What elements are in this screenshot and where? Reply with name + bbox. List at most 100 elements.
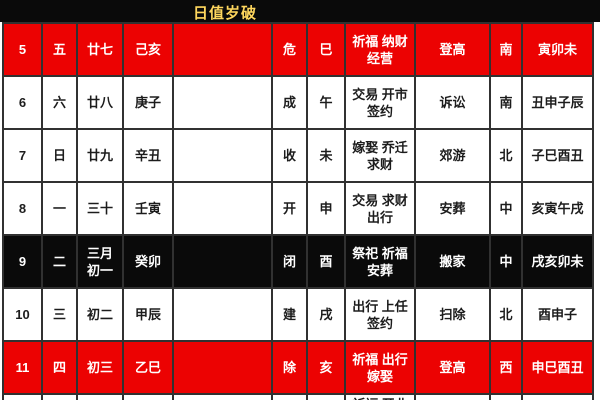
cell-lunar-date: 廿八	[76, 75, 124, 130]
cell-clash-branch: 未	[306, 128, 346, 183]
cell-blank	[172, 234, 273, 289]
cell-jianchu-star: 成	[271, 75, 308, 130]
cell-lucky-hours	[521, 393, 594, 400]
cell-jianchu-star: 建	[271, 287, 308, 342]
cell-day-number: 8	[2, 181, 43, 236]
cell-clash-branch: 申	[306, 181, 346, 236]
cell-activities: 交易 开市 签约	[344, 75, 416, 130]
cell-clash-branch: 酉	[306, 234, 346, 289]
cell-ganzhi: 壬寅	[122, 181, 174, 236]
cell-event: 诉讼	[414, 75, 491, 130]
cell-lunar-date: 初三	[76, 340, 124, 395]
cell-blank	[172, 75, 273, 130]
cell-activities: 出行 上任 签约	[344, 287, 416, 342]
cell-event: 扫除	[414, 287, 491, 342]
cell-lucky-hours: 戌亥卯未	[521, 234, 594, 289]
cell-lunar-date: 三十	[76, 181, 124, 236]
table-row: 10 三初二 甲辰 建戌出行 上任 签约 扫除北酉申子	[2, 287, 594, 342]
cell-activities: 祈福 开业	[344, 393, 416, 400]
cell-event: 郊游	[414, 128, 491, 183]
cell-lucky-hours: 酉申子	[521, 287, 594, 342]
cell-ganzhi: 癸卯	[122, 234, 174, 289]
cell-day-number: 10	[2, 287, 43, 342]
cell-blank	[172, 340, 273, 395]
cell-ganzhi: 庚子	[122, 75, 174, 130]
table-row: 5 五廿七 己亥 危巳祈福 纳财 经营 登高南寅卯未	[2, 22, 594, 77]
cell-weekday: 二	[41, 234, 78, 289]
cell-direction: 西	[489, 340, 523, 395]
cell-jianchu-star: 除	[271, 340, 308, 395]
cell-event: 登高	[414, 22, 491, 77]
cell-jianchu-star: 收	[271, 128, 308, 183]
almanac-table: 5 五廿七 己亥危巳祈福 纳财 经营 登高南寅卯未 6 六廿八 庚子成午交易 开市 签约 诉讼…	[2, 22, 594, 400]
cell-direction: 北	[489, 287, 523, 342]
table-row: 9 二三月 初一 癸卯 闭酉祭祀 祈福 安葬 搬家中戌亥卯未	[2, 234, 594, 289]
cell-lunar-date	[76, 393, 124, 400]
cell-jianchu-star: 开	[271, 181, 308, 236]
page-title: 日值岁破	[192, 5, 257, 22]
cell-activities: 祭祀 祈福 安葬	[344, 234, 416, 289]
cell-weekday: 五	[41, 22, 78, 77]
cell-day-number: 7	[2, 128, 43, 183]
table-row: 8 一三十 壬寅 开申交易 求财 出行 安葬中亥寅午戌	[2, 181, 594, 236]
cell-weekday: 日	[41, 128, 78, 183]
cell-clash-branch	[306, 393, 346, 400]
cell-lunar-date: 廿七	[76, 22, 124, 77]
cell-blank	[172, 22, 273, 77]
cell-event: 安葬	[414, 181, 491, 236]
cell-ganzhi	[122, 393, 174, 400]
cell-day-number: 6	[2, 75, 43, 130]
cell-lucky-hours: 亥寅午戌	[521, 181, 594, 236]
cell-ganzhi: 辛丑	[122, 128, 174, 183]
cell-lunar-date: 三月 初一	[76, 234, 124, 289]
cell-day-number: 11	[2, 340, 43, 395]
cell-lunar-date: 廿九	[76, 128, 124, 183]
table-row: 祈福 开业	[2, 393, 594, 400]
cell-day-number: 5	[2, 22, 43, 77]
cell-weekday: 四	[41, 340, 78, 395]
cell-activities: 祈福 纳财 经营	[344, 22, 416, 77]
cell-event	[414, 393, 491, 400]
cell-clash-branch: 戌	[306, 287, 346, 342]
cell-jianchu-star	[271, 393, 308, 400]
cell-weekday: 三	[41, 287, 78, 342]
cell-blank	[172, 128, 273, 183]
cell-lucky-hours: 丑申子辰	[521, 75, 594, 130]
table-row: 7 日廿九 辛丑 收未嫁娶 乔迁 求财 郊游北子巳酉丑	[2, 128, 594, 183]
cell-direction: 南	[489, 75, 523, 130]
cell-direction: 中	[489, 181, 523, 236]
cell-weekday: 六	[41, 75, 78, 130]
cell-clash-branch: 巳	[306, 22, 346, 77]
cell-day-number	[2, 393, 43, 400]
almanac-table-body: 5 五廿七 己亥危巳祈福 纳财 经营 登高南寅卯未 6 六廿八 庚子成午交易 开市 签约 诉讼…	[2, 22, 594, 400]
cell-event: 搬家	[414, 234, 491, 289]
cell-weekday	[41, 393, 78, 400]
cell-ganzhi: 己亥	[122, 22, 174, 77]
cell-clash-branch: 午	[306, 75, 346, 130]
cell-direction: 北	[489, 128, 523, 183]
cell-ganzhi: 甲辰	[122, 287, 174, 342]
cell-direction	[489, 393, 523, 400]
table-row: 11 四初三 乙巳 除亥祈福 出行 嫁娶 登高西申巳酉丑	[2, 340, 594, 395]
cell-event: 登高	[414, 340, 491, 395]
cell-ganzhi: 乙巳	[122, 340, 174, 395]
table-row: 6 六廿八 庚子 成午交易 开市 签约 诉讼南丑申子辰	[2, 75, 594, 130]
cell-weekday: 一	[41, 181, 78, 236]
cell-lunar-date: 初二	[76, 287, 124, 342]
cell-clash-branch: 亥	[306, 340, 346, 395]
cell-lucky-hours: 寅卯未	[521, 22, 594, 77]
cell-activities: 交易 求财 出行	[344, 181, 416, 236]
cell-activities: 祈福 出行 嫁娶	[344, 340, 416, 395]
cell-lucky-hours: 申巳酉丑	[521, 340, 594, 395]
cell-day-number: 9	[2, 234, 43, 289]
cell-lucky-hours: 子巳酉丑	[521, 128, 594, 183]
cell-blank	[172, 287, 273, 342]
cell-jianchu-star: 闭	[271, 234, 308, 289]
cell-direction: 中	[489, 234, 523, 289]
cell-activities: 嫁娶 乔迁 求财	[344, 128, 416, 183]
cell-direction: 南	[489, 22, 523, 77]
title-bar: 日值岁破	[0, 0, 600, 22]
cell-jianchu-star: 危	[271, 22, 308, 77]
cell-blank	[172, 393, 273, 400]
